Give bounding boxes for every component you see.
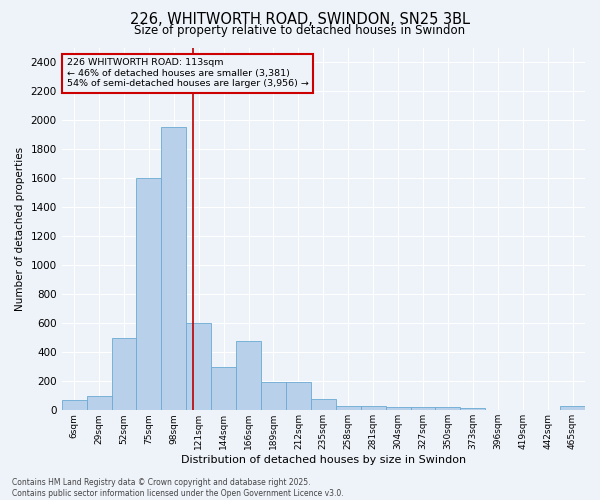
Bar (436, 408, 460, 410)
Text: Contains HM Land Registry data © Crown copyright and database right 2025.
Contai: Contains HM Land Registry data © Crown c… (12, 478, 344, 498)
Bar (560, 406, 585, 410)
Text: 226, WHITWORTH ROAD, SWINDON, SN25 3BL: 226, WHITWORTH ROAD, SWINDON, SN25 3BL (130, 12, 470, 28)
Bar (336, 406, 361, 410)
Bar (361, 406, 386, 410)
Bar (86, 396, 112, 410)
Y-axis label: Number of detached properties: Number of detached properties (15, 147, 25, 311)
Bar (460, 408, 485, 410)
Bar (410, 406, 436, 410)
Bar (386, 406, 410, 410)
Bar (136, 178, 161, 410)
Bar (186, 323, 211, 410)
Bar (311, 400, 336, 410)
Bar (161, 128, 186, 410)
Bar (236, 340, 261, 410)
Bar (211, 367, 236, 410)
Bar (286, 382, 311, 410)
X-axis label: Distribution of detached houses by size in Swindon: Distribution of detached houses by size … (181, 455, 466, 465)
Bar (261, 382, 286, 410)
Text: 226 WHITWORTH ROAD: 113sqm
← 46% of detached houses are smaller (3,381)
54% of s: 226 WHITWORTH ROAD: 113sqm ← 46% of deta… (67, 58, 309, 88)
Bar (112, 338, 136, 410)
Bar (62, 400, 86, 410)
Text: Size of property relative to detached houses in Swindon: Size of property relative to detached ho… (134, 24, 466, 37)
